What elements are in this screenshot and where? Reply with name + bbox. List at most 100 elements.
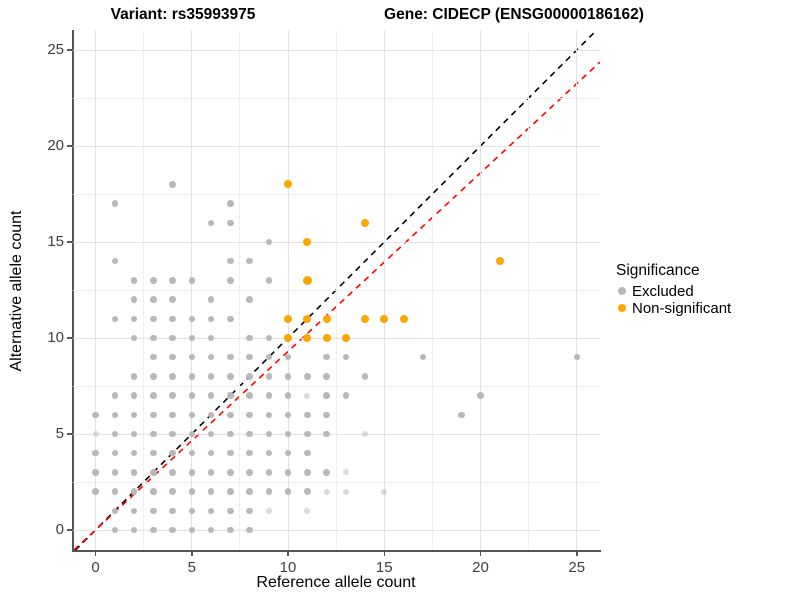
y-axis-line [72, 30, 74, 551]
data-point [361, 218, 369, 227]
data-point [246, 373, 253, 380]
data-point [323, 430, 330, 438]
y-tick-label: 25 [47, 41, 64, 58]
gridline-x-major [383, 30, 385, 550]
data-point [92, 488, 99, 495]
data-point [150, 526, 157, 534]
gridline-y-major [73, 49, 600, 51]
data-point [246, 449, 253, 457]
data-point [284, 180, 292, 189]
legend-title: Significance [616, 262, 700, 279]
data-point [227, 200, 234, 207]
data-point [111, 392, 118, 399]
data-point [322, 334, 331, 342]
x-axis-line [72, 550, 601, 552]
gridline-y-minor [73, 97, 600, 99]
data-point [188, 353, 195, 361]
x-tick-label: 0 [91, 559, 100, 576]
data-point [130, 507, 138, 515]
data-point [341, 334, 350, 342]
x-tick-mark [576, 550, 578, 556]
data-point [130, 430, 138, 438]
data-point [573, 353, 580, 361]
data-point [361, 314, 369, 323]
x-tick-label: 15 [375, 559, 393, 576]
data-point [284, 488, 292, 495]
gridline-x-major [95, 30, 96, 550]
data-point [169, 392, 176, 399]
data-point [227, 469, 234, 476]
data-point [130, 449, 138, 457]
x-axis-title: Reference allele count [256, 574, 416, 591]
data-point [303, 334, 312, 342]
data-point [130, 373, 138, 380]
excluded-dot-icon [618, 287, 626, 295]
data-point [111, 411, 118, 419]
data-point [323, 373, 330, 380]
data-point [265, 334, 272, 342]
data-point [188, 430, 195, 438]
data-point [477, 392, 484, 399]
data-point [265, 277, 272, 284]
data-point [304, 449, 311, 457]
data-point [323, 353, 330, 361]
gridline-y-major [73, 145, 600, 147]
data-point [246, 392, 253, 399]
data-point [227, 373, 234, 380]
gridline-y-major [73, 433, 600, 435]
x-tick-mark [191, 550, 193, 556]
data-point [246, 430, 253, 438]
data-point [150, 277, 157, 284]
data-point [284, 449, 292, 457]
data-point [207, 392, 215, 399]
y-tick-label: 5 [55, 425, 64, 442]
data-point [207, 488, 215, 495]
data-point [284, 411, 292, 419]
data-point [207, 507, 215, 515]
data-point [227, 430, 234, 438]
data-point [130, 296, 138, 303]
gridline-y-minor [73, 481, 600, 483]
data-point [265, 449, 272, 457]
data-point [342, 392, 349, 399]
data-point [150, 373, 157, 380]
data-point [130, 411, 138, 419]
gridline-y-minor [73, 385, 600, 387]
data-point [227, 257, 234, 265]
data-point [227, 449, 234, 457]
data-point [323, 411, 330, 419]
data-point [207, 219, 215, 227]
data-point [188, 488, 195, 495]
data-point [169, 296, 176, 303]
data-point [169, 277, 176, 284]
data-point [207, 411, 215, 419]
data-point [207, 353, 215, 361]
x-tick-label: 10 [279, 559, 297, 576]
data-point [323, 469, 330, 476]
data-point [284, 392, 292, 399]
legend-item-excluded: Excluded [616, 283, 731, 300]
x-tick-mark [287, 550, 289, 556]
data-point [111, 526, 118, 534]
data-point [227, 507, 234, 515]
data-point [169, 353, 176, 361]
data-point [265, 411, 272, 419]
data-point [188, 411, 195, 419]
data-point [246, 469, 253, 476]
y-tick-label: 15 [47, 233, 64, 250]
data-point [265, 238, 272, 246]
data-point [188, 373, 195, 380]
y-tick-mark [67, 145, 73, 147]
data-point [188, 526, 195, 534]
data-point [304, 469, 311, 476]
data-point [227, 219, 234, 227]
data-point [150, 507, 157, 515]
data-point [92, 469, 99, 476]
gridline-x-major [287, 30, 289, 550]
data-point [188, 392, 195, 399]
y-tick-mark [67, 49, 73, 51]
data-point [227, 315, 234, 323]
regression-line [73, 61, 601, 551]
data-point [169, 430, 176, 438]
